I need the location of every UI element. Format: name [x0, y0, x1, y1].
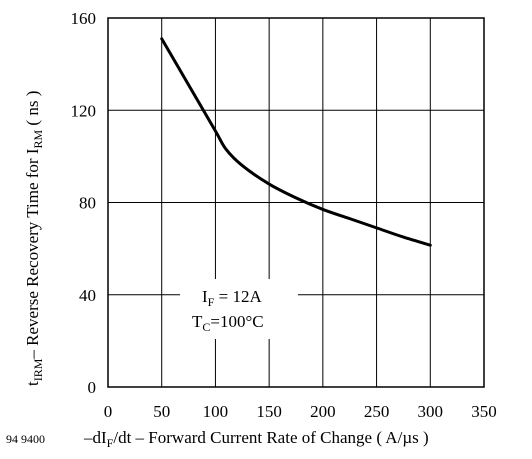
x-tick-labels: 0 50 100 150 200 250 300 350 — [104, 402, 497, 421]
x-tick-label: 250 — [364, 402, 390, 421]
y-tick-label: 40 — [79, 286, 96, 305]
figure-code: 94 9400 — [6, 432, 45, 446]
series-line — [160, 37, 432, 247]
x-tick-label: 50 — [153, 402, 170, 421]
y-axis-label: tIRM– Reverse Recovery Time for IRM ( ns… — [23, 91, 45, 386]
x-tick-label: 0 — [104, 402, 113, 421]
x-tick-label: 350 — [471, 402, 497, 421]
annotation-line-1: IF = 12A — [202, 287, 262, 309]
y-tick-label: 120 — [71, 101, 97, 120]
annotation-background — [180, 279, 298, 339]
grid — [108, 18, 484, 387]
x-tick-label: 200 — [310, 402, 336, 421]
y-tick-label: 80 — [79, 194, 96, 213]
y-tick-label: 0 — [88, 378, 97, 397]
y-tick-labels: 0 40 80 120 160 — [71, 9, 97, 397]
x-tick-label: 300 — [418, 402, 444, 421]
x-axis-label: –dIF/dt – Forward Current Rate of Change… — [83, 428, 429, 450]
annotation-line-2: TC=100°C — [192, 312, 264, 334]
y-tick-label: 160 — [71, 9, 97, 28]
x-tick-label: 150 — [256, 402, 282, 421]
x-tick-label: 100 — [203, 402, 229, 421]
plot-frame — [107, 17, 485, 388]
